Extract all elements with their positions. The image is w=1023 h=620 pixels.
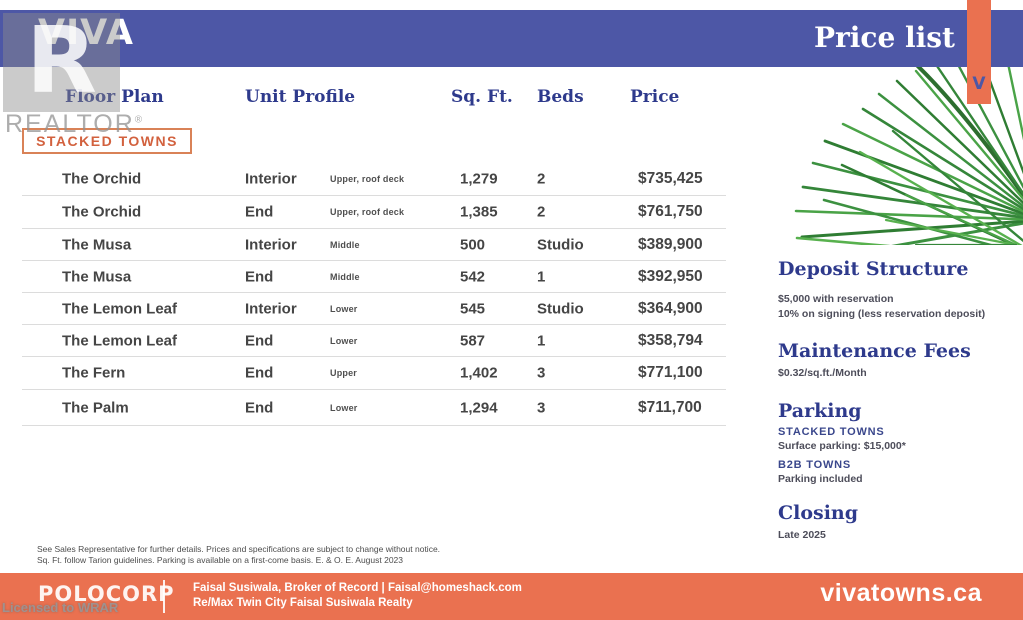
cell-unit-detail: Lower	[330, 335, 358, 346]
cell-floor-plan: The Fern	[62, 364, 126, 382]
parking-b2b-towns-text: Parking included	[778, 473, 863, 485]
cell-beds: 3	[537, 399, 546, 417]
disclaimer-line-2: Sq. Ft. follow Tarion guidelines. Parkin…	[37, 555, 404, 565]
col-header-unit-profile: Unit Profile	[245, 87, 356, 107]
cell-sqft: 545	[460, 300, 486, 317]
cell-beds: 3	[537, 364, 546, 382]
cell-unit-detail: Lower	[330, 403, 358, 413]
cell-unit-detail: Lower	[330, 303, 358, 314]
cell-price: $358,794	[638, 331, 703, 349]
table-row: The Orchid Interior Upper, roof deck 1,2…	[22, 163, 726, 196]
cell-beds: Studio	[537, 300, 584, 317]
cell-price: $735,425	[638, 170, 703, 187]
broker-line-1: Faisal Susiwala, Broker of Record | Fais…	[193, 582, 522, 594]
cell-unit-profile: Interior	[245, 170, 297, 188]
cell-price: $392,950	[638, 267, 703, 285]
cell-sqft: 500	[460, 236, 486, 253]
cell-unit-profile: Interior	[245, 236, 297, 253]
cell-price: $364,900	[638, 299, 703, 317]
ribbon-bookmark: V	[967, 0, 991, 104]
deposit-line-2: 10% on signing (less reservation deposit…	[778, 308, 986, 320]
cell-beds: 1	[537, 268, 546, 285]
cell-price: $771,100	[638, 364, 703, 381]
parking-b2b-towns-label: B2B TOWNS	[778, 459, 852, 471]
table-row: The Musa End Middle 542 1 $392,950	[22, 261, 726, 293]
cell-beds: Studio	[537, 236, 584, 253]
cell-floor-plan: The Musa	[62, 236, 132, 253]
col-header-price: Price	[630, 87, 680, 107]
cell-floor-plan: The Orchid	[62, 170, 142, 188]
maintenance-line: $0.32/sq.ft./Month	[778, 367, 867, 379]
header-band	[0, 10, 1023, 67]
footer-divider	[163, 580, 165, 613]
broker-info: Faisal Susiwala, Broker of Record | Fais…	[193, 581, 522, 610]
cell-floor-plan: The Lemon Leaf	[62, 300, 178, 317]
cell-floor-plan: The Palm	[62, 399, 129, 417]
cell-unit-profile: End	[245, 399, 274, 417]
cell-unit-detail: Middle	[330, 239, 360, 250]
page-title: Price list	[813, 21, 955, 54]
cell-sqft: 1,279	[460, 170, 498, 188]
cell-unit-profile: Interior	[245, 300, 297, 317]
cell-beds: 2	[537, 203, 546, 221]
closing-text: Late 2025	[778, 529, 826, 541]
cell-unit-profile: End	[245, 268, 274, 285]
cell-sqft: 1,294	[460, 399, 498, 417]
broker-line-2: Re/Max Twin City Faisal Susiwala Realty	[193, 596, 413, 609]
cell-floor-plan: The Musa	[62, 268, 132, 285]
cell-price: $761,750	[638, 203, 703, 220]
table-row: The Lemon Leaf End Lower 587 1 $358,794	[22, 325, 726, 357]
cell-unit-detail: Upper, roof deck	[330, 207, 405, 217]
cell-sqft: 1,402	[460, 364, 498, 382]
col-header-beds: Beds	[537, 87, 584, 107]
cell-unit-profile: End	[245, 364, 274, 382]
table-row: The Fern End Upper 1,402 3 $771,100	[22, 357, 726, 390]
parking-heading: Parking	[778, 400, 862, 422]
col-header-floor-plan: Floor Plan	[65, 87, 164, 107]
website-url: vivatowns.ca	[820, 579, 982, 607]
cell-unit-detail: Middle	[330, 271, 360, 282]
registered-mark: ®	[134, 114, 145, 126]
cell-price: $389,900	[638, 235, 703, 253]
table-row: The Palm End Lower 1,294 3 $711,700	[22, 391, 726, 426]
footer-band: POLOCORP Faisal Susiwala, Broker of Reco…	[0, 573, 1023, 620]
table-row: The Musa Interior Middle 500 Studio $389…	[22, 229, 726, 261]
cell-sqft: 542	[460, 268, 486, 285]
maintenance-fees-heading: Maintenance Fees	[778, 340, 971, 362]
cell-unit-detail: Upper, roof deck	[330, 174, 405, 184]
cell-price: $711,700	[638, 399, 702, 416]
deposit-structure-heading: Deposit Structure	[778, 258, 969, 280]
cell-floor-plan: The Lemon Leaf	[62, 332, 178, 349]
closing-heading: Closing	[778, 502, 859, 524]
table-row: The Orchid End Upper, roof deck 1,385 2 …	[22, 196, 726, 229]
table-row: The Lemon Leaf Interior Lower 545 Studio…	[22, 293, 726, 325]
cell-unit-detail: Upper	[330, 368, 358, 378]
stacked-towns-badge: STACKED TOWNS	[22, 128, 192, 154]
disclaimer-line-1: See Sales Representative for further det…	[37, 544, 441, 554]
parking-stacked-towns-text: Surface parking: $15,000*	[778, 440, 906, 452]
cell-sqft: 1,385	[460, 203, 498, 221]
cell-sqft: 587	[460, 332, 486, 349]
cell-beds: 2	[537, 170, 546, 188]
cell-unit-profile: End	[245, 332, 274, 349]
viva-logo: VIVA	[38, 13, 134, 53]
cell-floor-plan: The Orchid	[62, 203, 142, 221]
disclaimer-text: See Sales Representative for further det…	[37, 544, 440, 566]
viva-v-icon: V	[972, 74, 986, 94]
stacked-towns-badge-label: STACKED TOWNS	[36, 133, 178, 149]
cell-beds: 1	[537, 332, 546, 349]
parking-stacked-towns-label: STACKED TOWNS	[778, 426, 885, 438]
polocorp-logo: POLOCORP	[38, 582, 175, 606]
deposit-line-1: $5,000 with reservation	[778, 293, 894, 305]
col-header-sqft: Sq. Ft.	[451, 87, 513, 107]
cell-unit-profile: End	[245, 203, 274, 221]
